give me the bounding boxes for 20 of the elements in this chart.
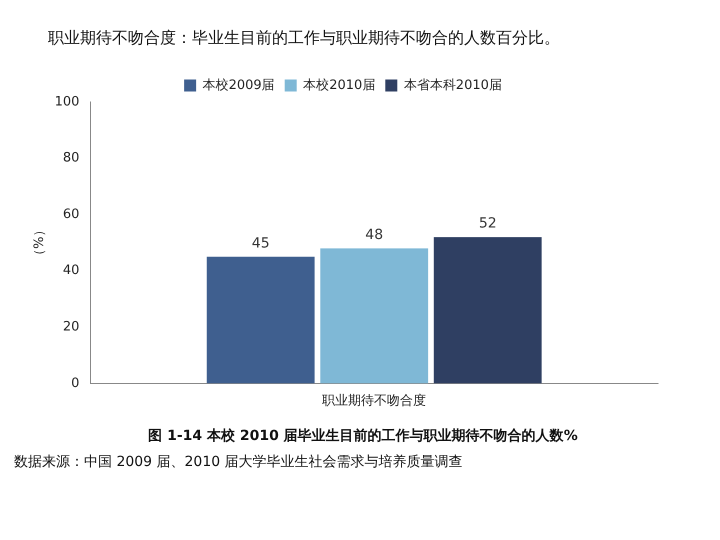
bar [434, 237, 542, 384]
y-tick-label: 60 [62, 206, 80, 222]
legend-label: 本校2010届 [303, 78, 376, 93]
y-tick-label: 40 [62, 263, 80, 278]
legend-label: 本校2009届 [202, 78, 275, 93]
legend-label: 本省本科2010届 [404, 78, 502, 93]
caption: 图 1-14 本校 2010 届毕业生目前的工作与职业期待不吻合的人数% [147, 427, 579, 445]
x-tick-label: 职业期待不吻合度 [322, 392, 426, 409]
y-tick-label: 20 [62, 319, 80, 334]
y-tick-label: 100 [54, 94, 80, 110]
y-tick-label: 0 [71, 376, 80, 391]
data-label: 45 [252, 235, 270, 252]
chart-title: 职业期待不吻合度：毕业生目前的工作与职业期待不吻合的人数百分比。 [47, 27, 561, 49]
data-label: 52 [478, 216, 497, 232]
data-label: 48 [365, 226, 384, 243]
bar [206, 256, 315, 384]
source-note: 数据来源：中国 2009 届、2010 届大学毕业生社会需求与培养质量调查 [13, 453, 464, 471]
bar [320, 248, 428, 384]
y-tick-label: 80 [62, 150, 80, 166]
y-axis-title: （%） [32, 224, 48, 262]
